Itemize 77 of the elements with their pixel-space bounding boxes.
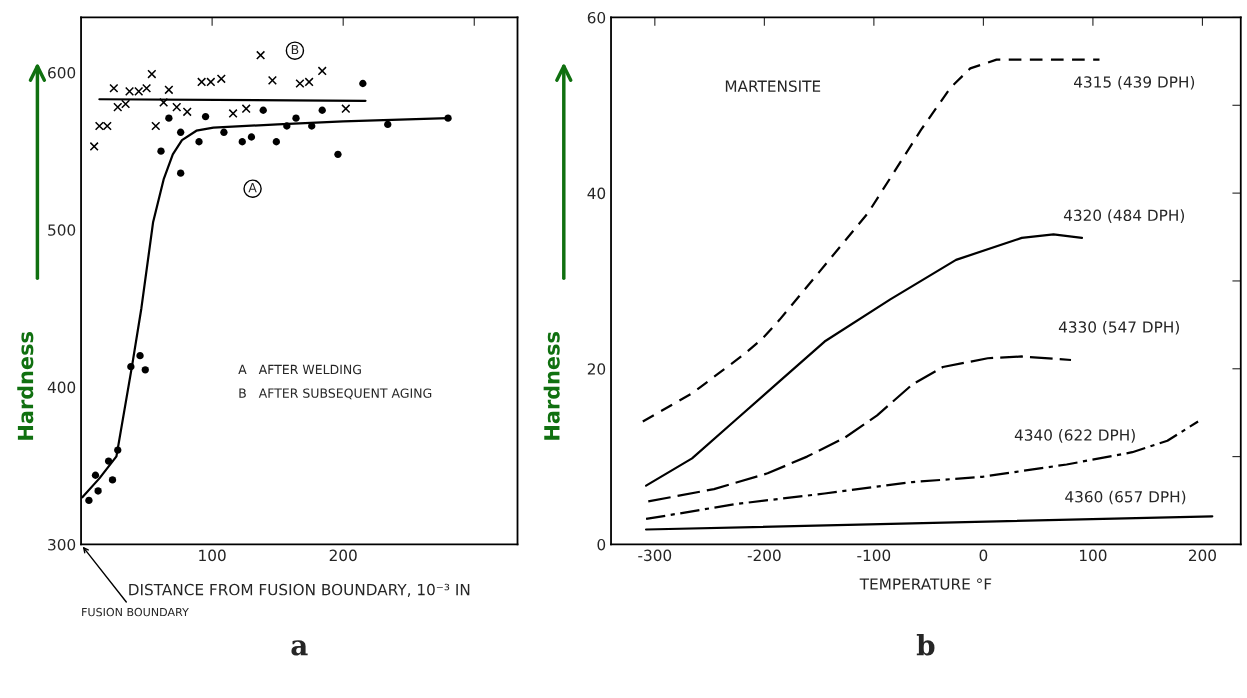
- x-tick-label: 200: [1188, 549, 1216, 562]
- point: [176, 169, 185, 177]
- x-tick-label: 0: [979, 549, 988, 562]
- y-tick-label: 60: [587, 11, 606, 24]
- point: [283, 122, 291, 130]
- point: [141, 366, 149, 374]
- text: FUSION BOUNDARY: [82, 607, 189, 617]
- annotation: A AFTER WELDING: [238, 364, 361, 375]
- y-tick-label: 600: [48, 66, 76, 79]
- point: [308, 122, 316, 130]
- x-tick-label: 100: [1080, 549, 1107, 562]
- y-tick-label: 40: [587, 187, 606, 200]
- point: [259, 106, 267, 114]
- x-tick-label: 200: [329, 549, 357, 562]
- y-axis-title: Hardness: [17, 332, 34, 440]
- point: [238, 138, 246, 146]
- point: [444, 114, 452, 122]
- point: [195, 138, 203, 146]
- point: [109, 83, 119, 93]
- point: [341, 104, 351, 114]
- point: [85, 496, 93, 505]
- point: [201, 112, 210, 121]
- point: [228, 108, 238, 118]
- text: a: [291, 640, 308, 656]
- annotation: B: [291, 44, 299, 55]
- point: [89, 141, 99, 152]
- point: [91, 471, 100, 479]
- annotation: 4330 (547 DPH): [1058, 321, 1179, 335]
- point: [127, 363, 135, 371]
- point: [359, 79, 367, 88]
- point: [256, 50, 266, 60]
- point: [165, 114, 173, 122]
- point: [247, 133, 256, 141]
- annotation: 4360 (657 DPH): [1065, 490, 1186, 505]
- point: [164, 85, 174, 95]
- point: [318, 106, 326, 114]
- point: [384, 120, 392, 129]
- x-axis-title: TEMPERATURE °F: [859, 578, 992, 590]
- annotation: A: [248, 183, 257, 193]
- y-tick-label: 300: [48, 538, 76, 551]
- annotation: 4320 (484 DPH): [1063, 209, 1185, 223]
- point: [182, 107, 192, 117]
- y-tick-label: 500: [48, 224, 76, 236]
- y-tick-label: 20: [587, 363, 606, 375]
- point: [159, 97, 169, 107]
- line-series: [644, 420, 1200, 521]
- x-tick-label: 100: [199, 549, 226, 562]
- annotation: MARTENSITE: [725, 80, 821, 92]
- point: [157, 147, 165, 155]
- x-tick-label: -300: [638, 549, 672, 562]
- point: [172, 102, 182, 112]
- point: [108, 476, 117, 484]
- point: [241, 104, 251, 114]
- annotation: B AFTER SUBSEQUENT AGING: [239, 388, 432, 400]
- point: [176, 128, 185, 136]
- y-tick-label: 0: [597, 538, 606, 551]
- y-axis-title: Hardness: [543, 332, 560, 440]
- point: [136, 351, 144, 360]
- point: [151, 121, 161, 131]
- point: [334, 150, 342, 158]
- point: [267, 75, 277, 85]
- point: [216, 74, 226, 84]
- point: [104, 457, 113, 465]
- text: b: [916, 634, 935, 656]
- x-tick-label: -100: [857, 549, 891, 562]
- point: [220, 128, 228, 136]
- annotation: 4315 (439 DPH): [1074, 75, 1195, 90]
- y-tick-label: 400: [47, 381, 76, 394]
- point: [147, 69, 157, 79]
- x-tick-label: -200: [747, 549, 781, 562]
- annotation: 4340 (622 DPH): [1014, 429, 1135, 443]
- point: [94, 487, 102, 495]
- point: [272, 138, 281, 146]
- point: [114, 446, 122, 454]
- point: [292, 114, 300, 122]
- x-axis-title: DISTANCE FROM FUSION BOUNDARY, 10⁻³ IN: [129, 583, 470, 597]
- point: [317, 66, 327, 76]
